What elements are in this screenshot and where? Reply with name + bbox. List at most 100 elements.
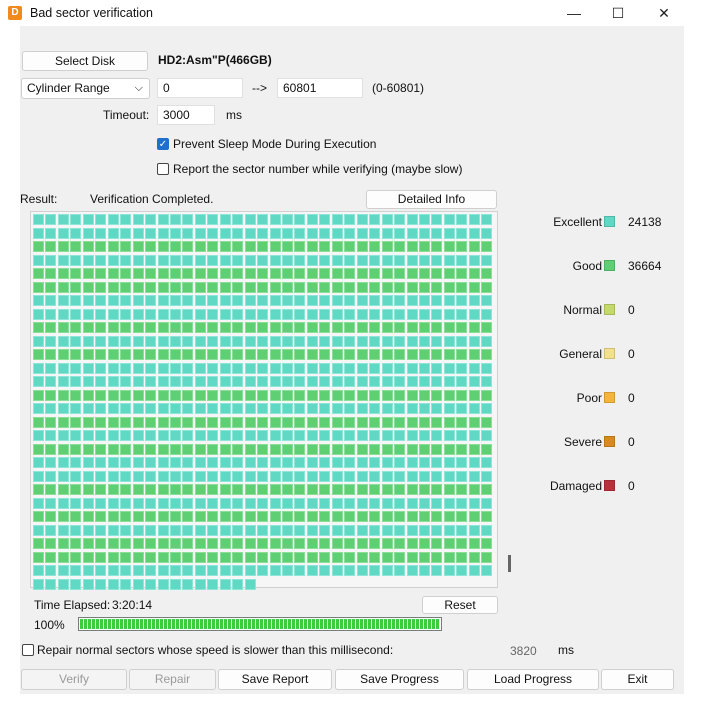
maximize-button[interactable]: ☐ <box>611 5 625 21</box>
sector-block <box>157 511 169 522</box>
repair-threshold-value[interactable]: 3820 <box>510 644 537 658</box>
sector-block <box>456 349 468 360</box>
sector-block <box>269 241 281 252</box>
chevron-down-icon: ⌵ <box>134 82 143 94</box>
sector-block <box>57 470 69 482</box>
sector-block <box>481 403 493 414</box>
sector-block <box>468 551 480 563</box>
timeout-input[interactable]: 3000 <box>157 105 215 125</box>
sector-block <box>95 227 107 239</box>
sector-block <box>481 524 493 536</box>
sector-block <box>406 214 418 225</box>
save-progress-button[interactable]: Save Progress <box>335 669 464 690</box>
sector-block <box>157 524 169 536</box>
sector-block <box>232 551 244 563</box>
sector-block <box>356 254 368 266</box>
sector-block <box>219 227 231 239</box>
load-progress-button[interactable]: Load Progress <box>467 669 599 690</box>
sector-block <box>132 551 144 563</box>
sector-block <box>431 470 443 482</box>
sector-block <box>406 430 418 441</box>
sector-block <box>431 241 443 252</box>
sector-block <box>294 484 306 495</box>
sector-block <box>344 227 356 239</box>
sector-block <box>207 308 219 320</box>
sector-block <box>481 376 493 387</box>
sector-block <box>369 254 381 266</box>
sector-block <box>369 349 381 360</box>
sector-block <box>120 376 132 387</box>
sector-block <box>294 430 306 441</box>
sector-map <box>30 211 498 590</box>
sector-block <box>132 524 144 536</box>
sector-block <box>45 308 57 320</box>
sector-block <box>431 511 443 522</box>
sector-block <box>369 565 381 576</box>
sector-block <box>344 551 356 563</box>
prevent-sleep-checkbox[interactable]: ✓ <box>157 138 169 150</box>
sector-block <box>145 376 157 387</box>
sector-block <box>232 430 244 441</box>
save-report-button[interactable]: Save Report <box>218 669 332 690</box>
verify-button[interactable]: Verify <box>21 669 127 690</box>
sector-block <box>33 551 44 563</box>
sector-block <box>282 227 293 239</box>
sector-block <box>294 497 306 509</box>
sector-block <box>169 322 181 333</box>
sector-block <box>169 565 181 576</box>
sector-block <box>406 308 418 320</box>
sector-block <box>145 403 157 414</box>
sector-block <box>194 322 206 333</box>
sector-block <box>443 416 455 428</box>
sector-block <box>269 538 281 549</box>
sector-block <box>406 551 418 563</box>
sector-block <box>169 335 181 347</box>
select-disk-button[interactable]: Select Disk <box>22 51 148 71</box>
sector-block <box>57 308 69 320</box>
sector-block <box>369 281 381 293</box>
sector-block <box>331 376 343 387</box>
sector-block <box>319 457 331 468</box>
minimize-button[interactable]: — <box>567 5 581 21</box>
sector-block <box>57 457 69 468</box>
sector-block <box>182 430 194 441</box>
sector-block <box>95 403 107 414</box>
exit-button[interactable]: Exit <box>601 669 674 690</box>
repair-button[interactable]: Repair <box>129 669 216 690</box>
sector-block <box>82 241 94 252</box>
sector-block <box>319 538 331 549</box>
legend-name: Good <box>572 259 602 273</box>
sector-block <box>381 443 393 455</box>
report-sector-checkbox[interactable] <box>157 163 169 175</box>
sector-block <box>282 551 293 563</box>
sector-block <box>381 470 393 482</box>
sector-block <box>57 281 69 293</box>
sector-block <box>468 416 480 428</box>
sector-block <box>157 470 169 482</box>
sector-block <box>244 578 256 590</box>
repair-checkbox[interactable] <box>22 644 34 656</box>
sector-block <box>169 443 181 455</box>
range-from-input[interactable]: 0 <box>157 78 243 98</box>
sector-block <box>244 214 256 225</box>
range-to-input[interactable]: 60801 <box>277 78 363 98</box>
range-mode-select[interactable]: Cylinder Range ⌵ <box>21 78 150 99</box>
sector-block <box>356 335 368 347</box>
sector-block <box>145 524 157 536</box>
sector-block <box>431 403 443 414</box>
sector-block <box>132 281 144 293</box>
sector-block <box>431 376 443 387</box>
detailed-info-button[interactable]: Detailed Info <box>366 190 497 209</box>
sector-block <box>82 281 94 293</box>
sector-block <box>82 214 94 225</box>
sector-block <box>282 416 293 428</box>
sector-block <box>418 281 430 293</box>
sector-block <box>257 457 269 468</box>
sector-block <box>182 214 194 225</box>
reset-button[interactable]: Reset <box>422 596 498 614</box>
close-button[interactable]: ✕ <box>658 5 670 21</box>
sector-block <box>45 322 57 333</box>
sector-block <box>207 538 219 549</box>
sector-block <box>456 511 468 522</box>
sector-block <box>356 430 368 441</box>
